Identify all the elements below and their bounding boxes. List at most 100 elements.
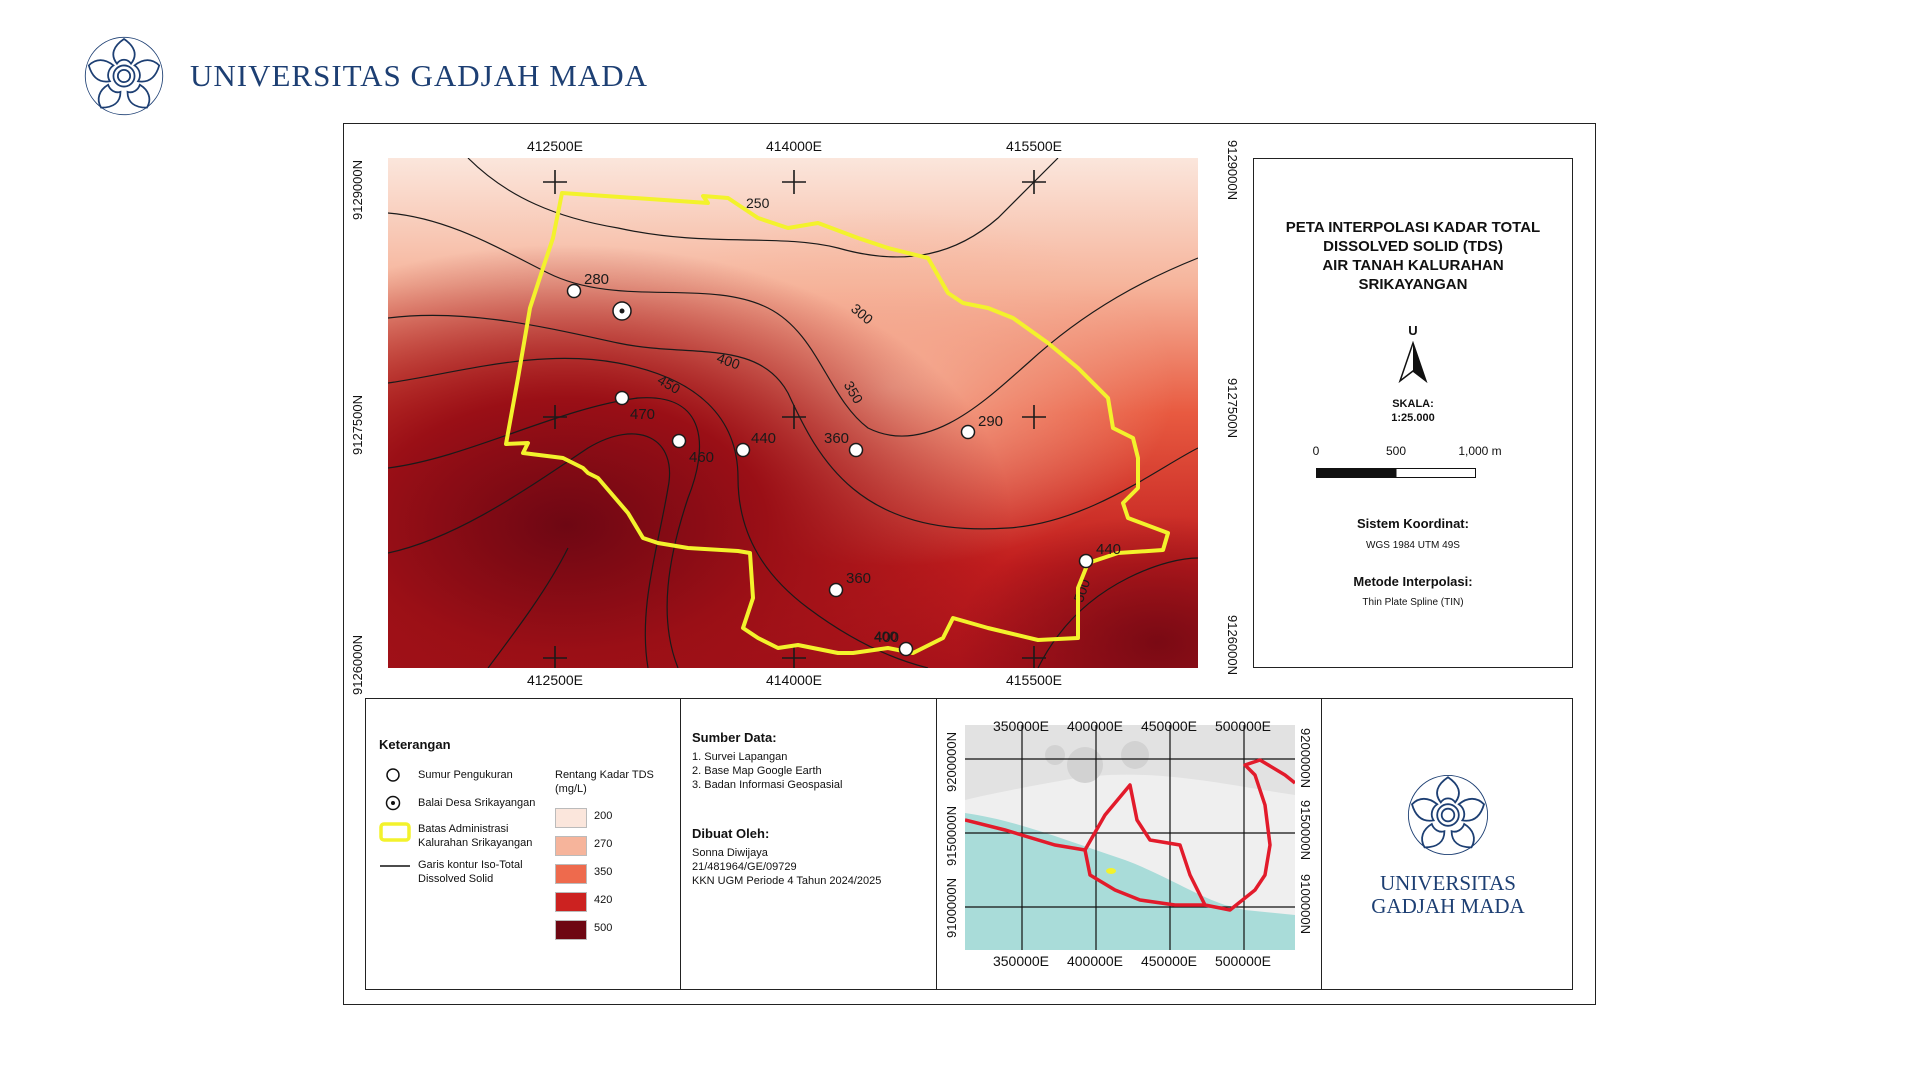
grid-cross bbox=[543, 646, 567, 668]
inset-easting-top: 350000E bbox=[992, 718, 1050, 734]
inset-easting-bottom: 350000E bbox=[992, 953, 1050, 969]
well-label: 470 bbox=[630, 406, 655, 423]
source-item: 3. Badan Informasi Geospasial bbox=[692, 779, 843, 791]
panel-divider bbox=[680, 698, 681, 990]
interpolation-method-heading: Metode Interpolasi: bbox=[1353, 574, 1473, 589]
well-label: 460 bbox=[689, 449, 714, 466]
contour-label: 400 bbox=[874, 628, 898, 644]
north-arrow-icon bbox=[1398, 341, 1428, 384]
ramp-value-label: 350 bbox=[594, 866, 613, 878]
panel-divider bbox=[936, 698, 937, 990]
grid-northing-left: 9129000N bbox=[350, 160, 365, 220]
map-sheet-frame bbox=[343, 123, 1596, 1005]
inset-northing-right: 9150000N bbox=[1298, 800, 1313, 860]
author-line: KKN UGM Periode 4 Tahun 2024/2025 bbox=[692, 875, 882, 887]
inset-easting-top: 400000E bbox=[1066, 718, 1124, 734]
grid-northing-right: 9129000N bbox=[1225, 140, 1240, 200]
ramp-swatch bbox=[555, 920, 587, 940]
map-title: PETA INTERPOLASI KADAR TOTAL DISSOLVED S… bbox=[1285, 219, 1541, 293]
ramp-value-label: 270 bbox=[594, 838, 613, 850]
well-marker bbox=[735, 442, 751, 458]
legend-item-label: Balai Desa Srikayangan bbox=[418, 797, 536, 809]
legend-item-label: Garis kontur Iso-Total Dissolved Solid bbox=[418, 859, 523, 885]
srikayangan-boundary bbox=[504, 191, 1170, 655]
ugm-logo-icon bbox=[84, 36, 164, 116]
ramp-title: Rentang Kadar TDS (mg/L) bbox=[555, 769, 654, 795]
inset-easting-bottom: 400000E bbox=[1066, 953, 1124, 969]
contour-line bbox=[487, 547, 569, 668]
inset-easting-top: 450000E bbox=[1140, 718, 1198, 734]
grid-cross bbox=[1022, 405, 1046, 429]
well-marker bbox=[566, 283, 582, 299]
author-title: Dibuat Oleh: bbox=[692, 826, 770, 841]
ramp-swatch bbox=[555, 808, 587, 828]
contour-line bbox=[388, 397, 701, 668]
header-university-name: UNIVERSITAS GADJAH MADA bbox=[190, 58, 648, 93]
inset-easting-bottom: 450000E bbox=[1140, 953, 1198, 969]
grid-cross bbox=[782, 646, 806, 668]
ramp-value-label: 200 bbox=[594, 810, 613, 822]
village-hall-dot bbox=[619, 308, 625, 314]
inset-easting-bottom: 500000E bbox=[1214, 953, 1272, 969]
tds-interpolation-map: 250 300 400 450 350 400 500 280 470 bbox=[388, 158, 1198, 668]
ramp-value-label: 500 bbox=[594, 922, 613, 934]
inset-location-map bbox=[965, 725, 1295, 950]
well-label: 400 bbox=[874, 629, 899, 646]
well-marker bbox=[848, 442, 864, 458]
contour-line bbox=[388, 212, 1198, 437]
bottom-panel bbox=[365, 698, 1573, 990]
grid-cross bbox=[543, 405, 567, 429]
scale-tick-label: 500 bbox=[1385, 444, 1407, 458]
well-label: 290 bbox=[978, 413, 1003, 430]
grid-northing-left: 9126000N bbox=[350, 635, 365, 695]
dotted-circle-icon bbox=[385, 795, 401, 811]
southern-coast-boundary bbox=[965, 818, 1086, 852]
interpolation-method-value: Thin Plate Spline (TIN) bbox=[1362, 597, 1464, 608]
grid-easting-top: 414000E bbox=[765, 138, 823, 154]
srikayangan-location bbox=[1106, 868, 1116, 874]
grid-cross bbox=[543, 170, 567, 194]
coordinate-system-value: WGS 1984 UTM 49S bbox=[1366, 540, 1460, 551]
grid-easting-bottom: 414000E bbox=[765, 672, 823, 688]
contour-label: 250 bbox=[746, 195, 770, 211]
north-label: U bbox=[1408, 323, 1418, 338]
grid-easting-top: 412500E bbox=[526, 138, 584, 154]
contour-line bbox=[467, 158, 1059, 258]
contour-label: 400 bbox=[715, 349, 743, 372]
well-marker bbox=[960, 424, 976, 440]
ramp-value-label: 420 bbox=[594, 894, 613, 906]
scale-label: SKALA: 1:25.000 bbox=[1391, 398, 1435, 424]
footer-university-name: UNIVERSITAS GADJAH MADA bbox=[1371, 871, 1525, 918]
diy-boundary bbox=[1083, 849, 1205, 907]
inset-northing-left: 9100000N bbox=[944, 878, 959, 938]
grid-northing-right: 9126000N bbox=[1225, 615, 1240, 675]
ramp-swatch bbox=[555, 892, 587, 912]
contour-line bbox=[388, 314, 1198, 530]
ramp-swatch bbox=[555, 836, 587, 856]
coordinate-system-heading: Sistem Koordinat: bbox=[1357, 516, 1469, 531]
author-line: Sonna Diwijaya bbox=[692, 847, 768, 859]
yellow-outline-icon bbox=[379, 822, 411, 842]
province-boundary bbox=[1083, 758, 1295, 912]
grid-cross bbox=[782, 405, 806, 429]
well-marker bbox=[828, 582, 844, 598]
inset-northing-left: 9150000N bbox=[944, 806, 959, 866]
panel-divider bbox=[1321, 698, 1322, 990]
inset-easting-top: 500000E bbox=[1214, 718, 1272, 734]
sources-title: Sumber Data: bbox=[692, 730, 777, 745]
open-circle-icon bbox=[386, 768, 400, 782]
sea-area bbox=[965, 813, 1295, 950]
author-line: 21/481964/GE/09729 bbox=[692, 861, 797, 873]
grid-cross bbox=[1022, 646, 1046, 668]
well-marker bbox=[1078, 553, 1094, 569]
well-label: 360 bbox=[846, 570, 871, 587]
grid-easting-bottom: 412500E bbox=[526, 672, 584, 688]
grid-easting-top: 415500E bbox=[1005, 138, 1063, 154]
source-item: 1. Survei Lapangan bbox=[692, 751, 788, 763]
inset-northing-right: 9100000N bbox=[1298, 874, 1313, 934]
well-marker bbox=[614, 390, 630, 406]
inset-northing-left: 9200000N bbox=[944, 732, 959, 792]
scale-bar bbox=[1316, 468, 1476, 478]
well-label: 360 bbox=[824, 430, 849, 447]
inset-northing-right: 9200000N bbox=[1298, 728, 1313, 788]
